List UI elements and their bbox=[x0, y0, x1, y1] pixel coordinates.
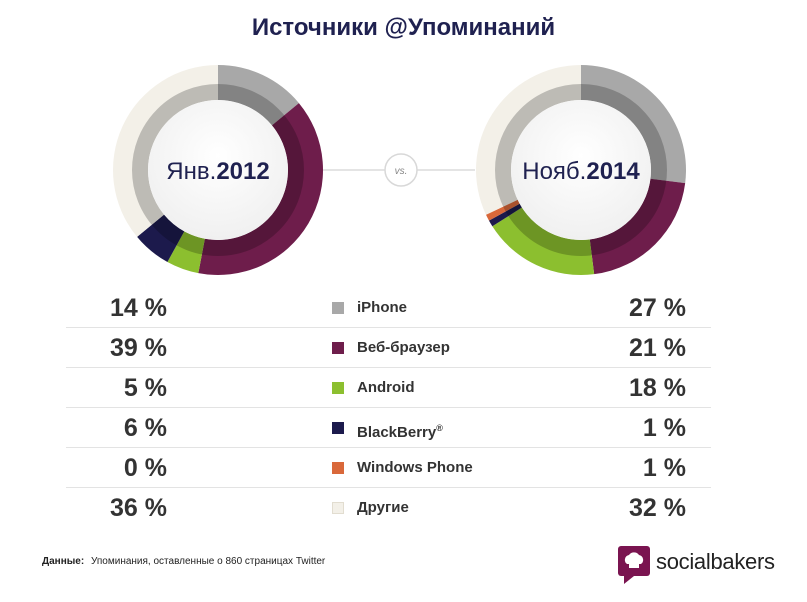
slice-другие bbox=[476, 65, 581, 215]
slice-blackberry bbox=[488, 203, 522, 227]
value-jan-2012: 5 % bbox=[123, 374, 167, 402]
legend-row: 39 % Веб-браузер 21 % bbox=[0, 328, 807, 368]
slice-android bbox=[167, 231, 205, 274]
donut-inner-shadow bbox=[495, 84, 667, 256]
donut-center bbox=[511, 100, 651, 240]
vs-badge bbox=[384, 153, 418, 187]
row-divider bbox=[66, 367, 711, 368]
slice-android bbox=[492, 207, 595, 276]
legend-swatch bbox=[332, 302, 344, 314]
registered-mark: ® bbox=[436, 423, 443, 433]
source-note: Данные: Упоминания, оставленные о 860 ст… bbox=[42, 556, 325, 567]
vs-label: vs. bbox=[395, 166, 408, 177]
row-divider bbox=[66, 487, 711, 488]
legend-label: Другие bbox=[357, 499, 409, 516]
center-label-year: 2012 bbox=[216, 158, 269, 185]
slice-blackberry bbox=[137, 214, 185, 263]
source-key: Данные: bbox=[42, 556, 85, 567]
legend-row: 6 % BlackBerry® 1 % bbox=[0, 408, 807, 448]
center-label-month: Нояб. bbox=[522, 158, 586, 185]
value-nov-2014: 1 % bbox=[642, 454, 686, 482]
slice-веб-браузер bbox=[589, 178, 686, 275]
value-jan-2012: 36 % bbox=[110, 494, 167, 522]
value-nov-2014: 27 % bbox=[629, 294, 686, 322]
value-jan-2012: 14 % bbox=[110, 294, 167, 322]
donut-center-label: Нояб.2014 bbox=[522, 158, 640, 185]
value-nov-2014: 1 % bbox=[642, 414, 686, 442]
legend-swatch bbox=[332, 342, 344, 354]
row-divider bbox=[66, 447, 711, 448]
brand-logo: socialbakers bbox=[616, 542, 786, 588]
donut-center bbox=[148, 100, 288, 240]
value-jan-2012: 0 % bbox=[123, 454, 167, 482]
legend-swatch bbox=[332, 422, 344, 434]
value-jan-2012: 39 % bbox=[110, 334, 167, 362]
legend-row: 0 % Windows Phone 1 % bbox=[0, 448, 807, 488]
legend-row: 5 % Android 18 % bbox=[0, 368, 807, 408]
legend-label: BlackBerry® bbox=[357, 423, 443, 441]
value-nov-2014: 21 % bbox=[629, 334, 686, 362]
donut-inner-shadow bbox=[132, 84, 304, 256]
value-nov-2014: 32 % bbox=[629, 494, 686, 522]
legend-swatch bbox=[332, 502, 344, 514]
donut-charts: Янв.2012 Нояб.2014 vs. bbox=[112, 65, 686, 276]
slice-другие bbox=[112, 65, 218, 237]
legend-row: 36 % Другие 32 % bbox=[0, 488, 807, 528]
legend-label: Веб-браузер bbox=[357, 339, 450, 356]
legend-label: Windows Phone bbox=[357, 459, 473, 476]
legend-label: Android bbox=[357, 379, 415, 396]
brand-name: socialbakers bbox=[656, 549, 775, 574]
center-label-year: 2014 bbox=[586, 158, 640, 185]
row-divider bbox=[66, 327, 711, 328]
source-text: Упоминания, оставленные о 860 страницах … bbox=[90, 556, 326, 567]
legend-row: 14 % iPhone 27 % bbox=[0, 288, 807, 328]
legend-label: iPhone bbox=[357, 299, 408, 316]
legend-swatch bbox=[332, 462, 344, 474]
center-label-month: Янв. bbox=[166, 158, 216, 185]
row-divider bbox=[66, 407, 711, 408]
slice-iphone bbox=[581, 65, 686, 184]
chef-hat-icon bbox=[618, 546, 650, 584]
slice-windows-phone bbox=[485, 199, 520, 221]
donut-nov-2014: Нояб.2014 bbox=[476, 65, 686, 276]
value-nov-2014: 18 % bbox=[629, 374, 686, 402]
slice-iphone bbox=[218, 65, 299, 126]
chart-title: Источники @Упоминаний bbox=[251, 14, 556, 41]
donut-jan-2012: Янв.2012 bbox=[112, 65, 324, 275]
legend-swatch bbox=[332, 382, 344, 394]
slice-веб-браузер bbox=[198, 103, 324, 275]
donut-center-label: Янв.2012 bbox=[166, 158, 269, 185]
value-jan-2012: 6 % bbox=[123, 414, 167, 442]
